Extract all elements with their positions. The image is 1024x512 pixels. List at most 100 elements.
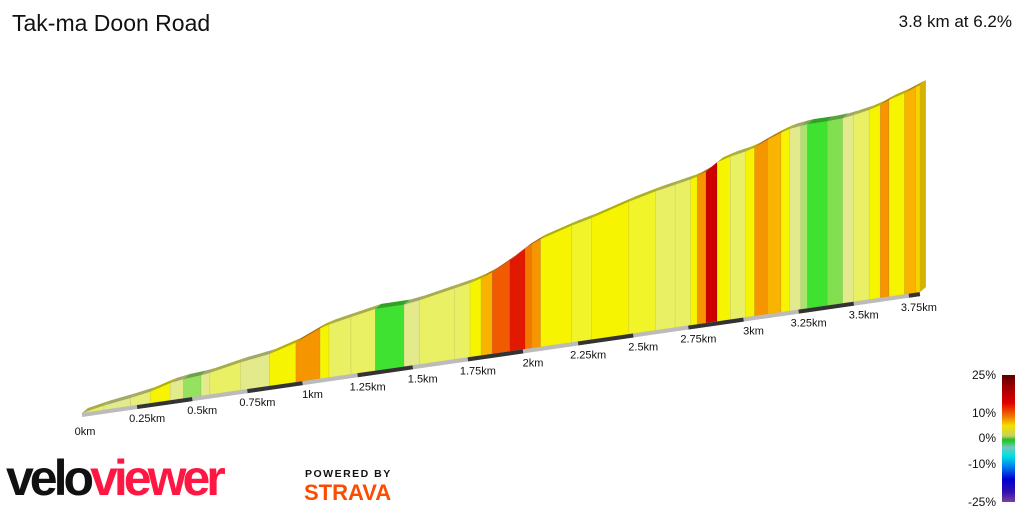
axis-dash	[688, 317, 744, 330]
segment-top-surface	[889, 88, 911, 100]
gradient-segment	[888, 92, 905, 297]
gradient-segment	[480, 271, 493, 356]
gradient-segment	[716, 156, 731, 322]
gradient-segment	[295, 327, 321, 383]
x-tick-label: 1.5km	[408, 373, 438, 385]
segment-top-surface	[697, 166, 713, 177]
segment-top-surface	[869, 100, 887, 110]
segment-top-surface	[915, 80, 926, 88]
gradient-segment	[807, 120, 828, 309]
segment-top-surface	[789, 120, 807, 129]
segment-top-surface	[540, 220, 578, 240]
axis-dash	[136, 397, 193, 410]
segment-top-surface	[628, 186, 662, 202]
gradient-segment	[628, 191, 656, 335]
gradient-segment	[454, 282, 471, 360]
x-tick-label: 0.25km	[129, 413, 165, 425]
segment-top-surface	[351, 303, 382, 318]
gradient-segment	[879, 99, 890, 299]
segment-top-surface	[82, 400, 111, 413]
gradient-segment	[904, 86, 916, 295]
x-tick-label: 3.75km	[901, 302, 937, 314]
powered-by-label: POWERED BY	[305, 468, 392, 480]
gradient-segment	[269, 342, 297, 387]
legend-label: -10%	[967, 457, 996, 471]
gradient-segment	[800, 123, 808, 310]
gradient-segment	[868, 104, 881, 300]
gradient-segment	[531, 238, 541, 349]
gradient-segment	[591, 201, 630, 340]
gradient-segment	[827, 117, 843, 306]
gradient-segment	[655, 184, 676, 331]
segment-top-surface	[295, 323, 327, 343]
axis-dash	[357, 365, 414, 378]
segment-top-surface	[403, 295, 426, 305]
x-tick-label: 1km	[302, 389, 323, 401]
segment-top-surface	[675, 174, 697, 185]
strava-logo[interactable]: STRAVA	[304, 480, 392, 505]
legend-label: 25%	[971, 368, 996, 382]
segment-top-surface	[571, 212, 598, 226]
x-tick-label: 0.5km	[187, 405, 217, 417]
segment-top-surface	[481, 267, 499, 279]
gradient-segment	[690, 176, 698, 326]
segment-top-surface	[531, 234, 547, 245]
gradient-segment	[491, 259, 511, 355]
segment-top-surface	[880, 94, 896, 106]
segment-top-surface	[183, 370, 208, 380]
gradient-segment	[419, 287, 455, 365]
segment-top-surface	[800, 119, 814, 126]
segment-top-surface	[509, 243, 532, 261]
x-tick-label: 3km	[743, 326, 764, 338]
gradient-segment	[509, 247, 526, 352]
gradient-segment	[853, 109, 870, 302]
gradient-segment	[403, 299, 420, 367]
segment-top-surface	[240, 348, 276, 363]
segment-summary: 3.8 km at 6.2%	[898, 12, 1012, 31]
legend-label: -25%	[967, 495, 996, 509]
gradient-segment	[200, 372, 211, 397]
gradient-segment	[169, 378, 184, 401]
gradient-segment	[350, 308, 376, 375]
gradient-segment	[319, 324, 330, 379]
segment-top-surface	[150, 377, 177, 392]
gradient-segment	[915, 84, 921, 294]
axis-dash	[467, 349, 524, 362]
segment-top-surface	[328, 312, 358, 325]
gradient-segment	[705, 161, 718, 324]
segment-top-surface	[525, 239, 538, 249]
x-tick-label: 2.5km	[628, 342, 658, 354]
segment-top-surface	[130, 386, 157, 398]
gradient-segment	[754, 139, 769, 317]
segment-top-surface	[470, 273, 488, 284]
gradient-segment	[674, 179, 691, 328]
legend-label: 0%	[978, 431, 996, 445]
x-tick-label: 0km	[75, 426, 96, 438]
segment-top-surface	[320, 319, 335, 329]
segment-top-surface	[201, 367, 216, 376]
axis-dash	[908, 292, 921, 298]
legend-label: 10%	[971, 406, 996, 420]
segment-top-surface	[780, 123, 796, 133]
segment-top-surface	[269, 337, 302, 354]
segment-top-surface	[690, 171, 704, 180]
segment-top-surface	[767, 127, 787, 140]
segment-top-surface	[807, 116, 834, 125]
gradient-segment	[183, 374, 202, 399]
segment-top-surface	[454, 278, 477, 289]
axis-dash	[577, 333, 634, 346]
x-tick-label: 1.25km	[350, 381, 386, 393]
veloviewer-logo[interactable]: veloviewer	[6, 450, 226, 506]
profile-end-cap	[919, 80, 926, 293]
x-tick-label: 2.25km	[570, 349, 606, 361]
segment-top-surface	[827, 113, 849, 122]
x-tick-label: 2.75km	[680, 334, 716, 346]
segment-top-surface	[209, 357, 247, 373]
segment-top-surface	[717, 151, 737, 163]
gradient-segment	[780, 128, 791, 313]
gradient-segment	[767, 132, 782, 315]
segment-top-surface	[730, 146, 752, 157]
gradient-segment	[789, 125, 802, 312]
gradient-color-legend	[1002, 375, 1015, 502]
